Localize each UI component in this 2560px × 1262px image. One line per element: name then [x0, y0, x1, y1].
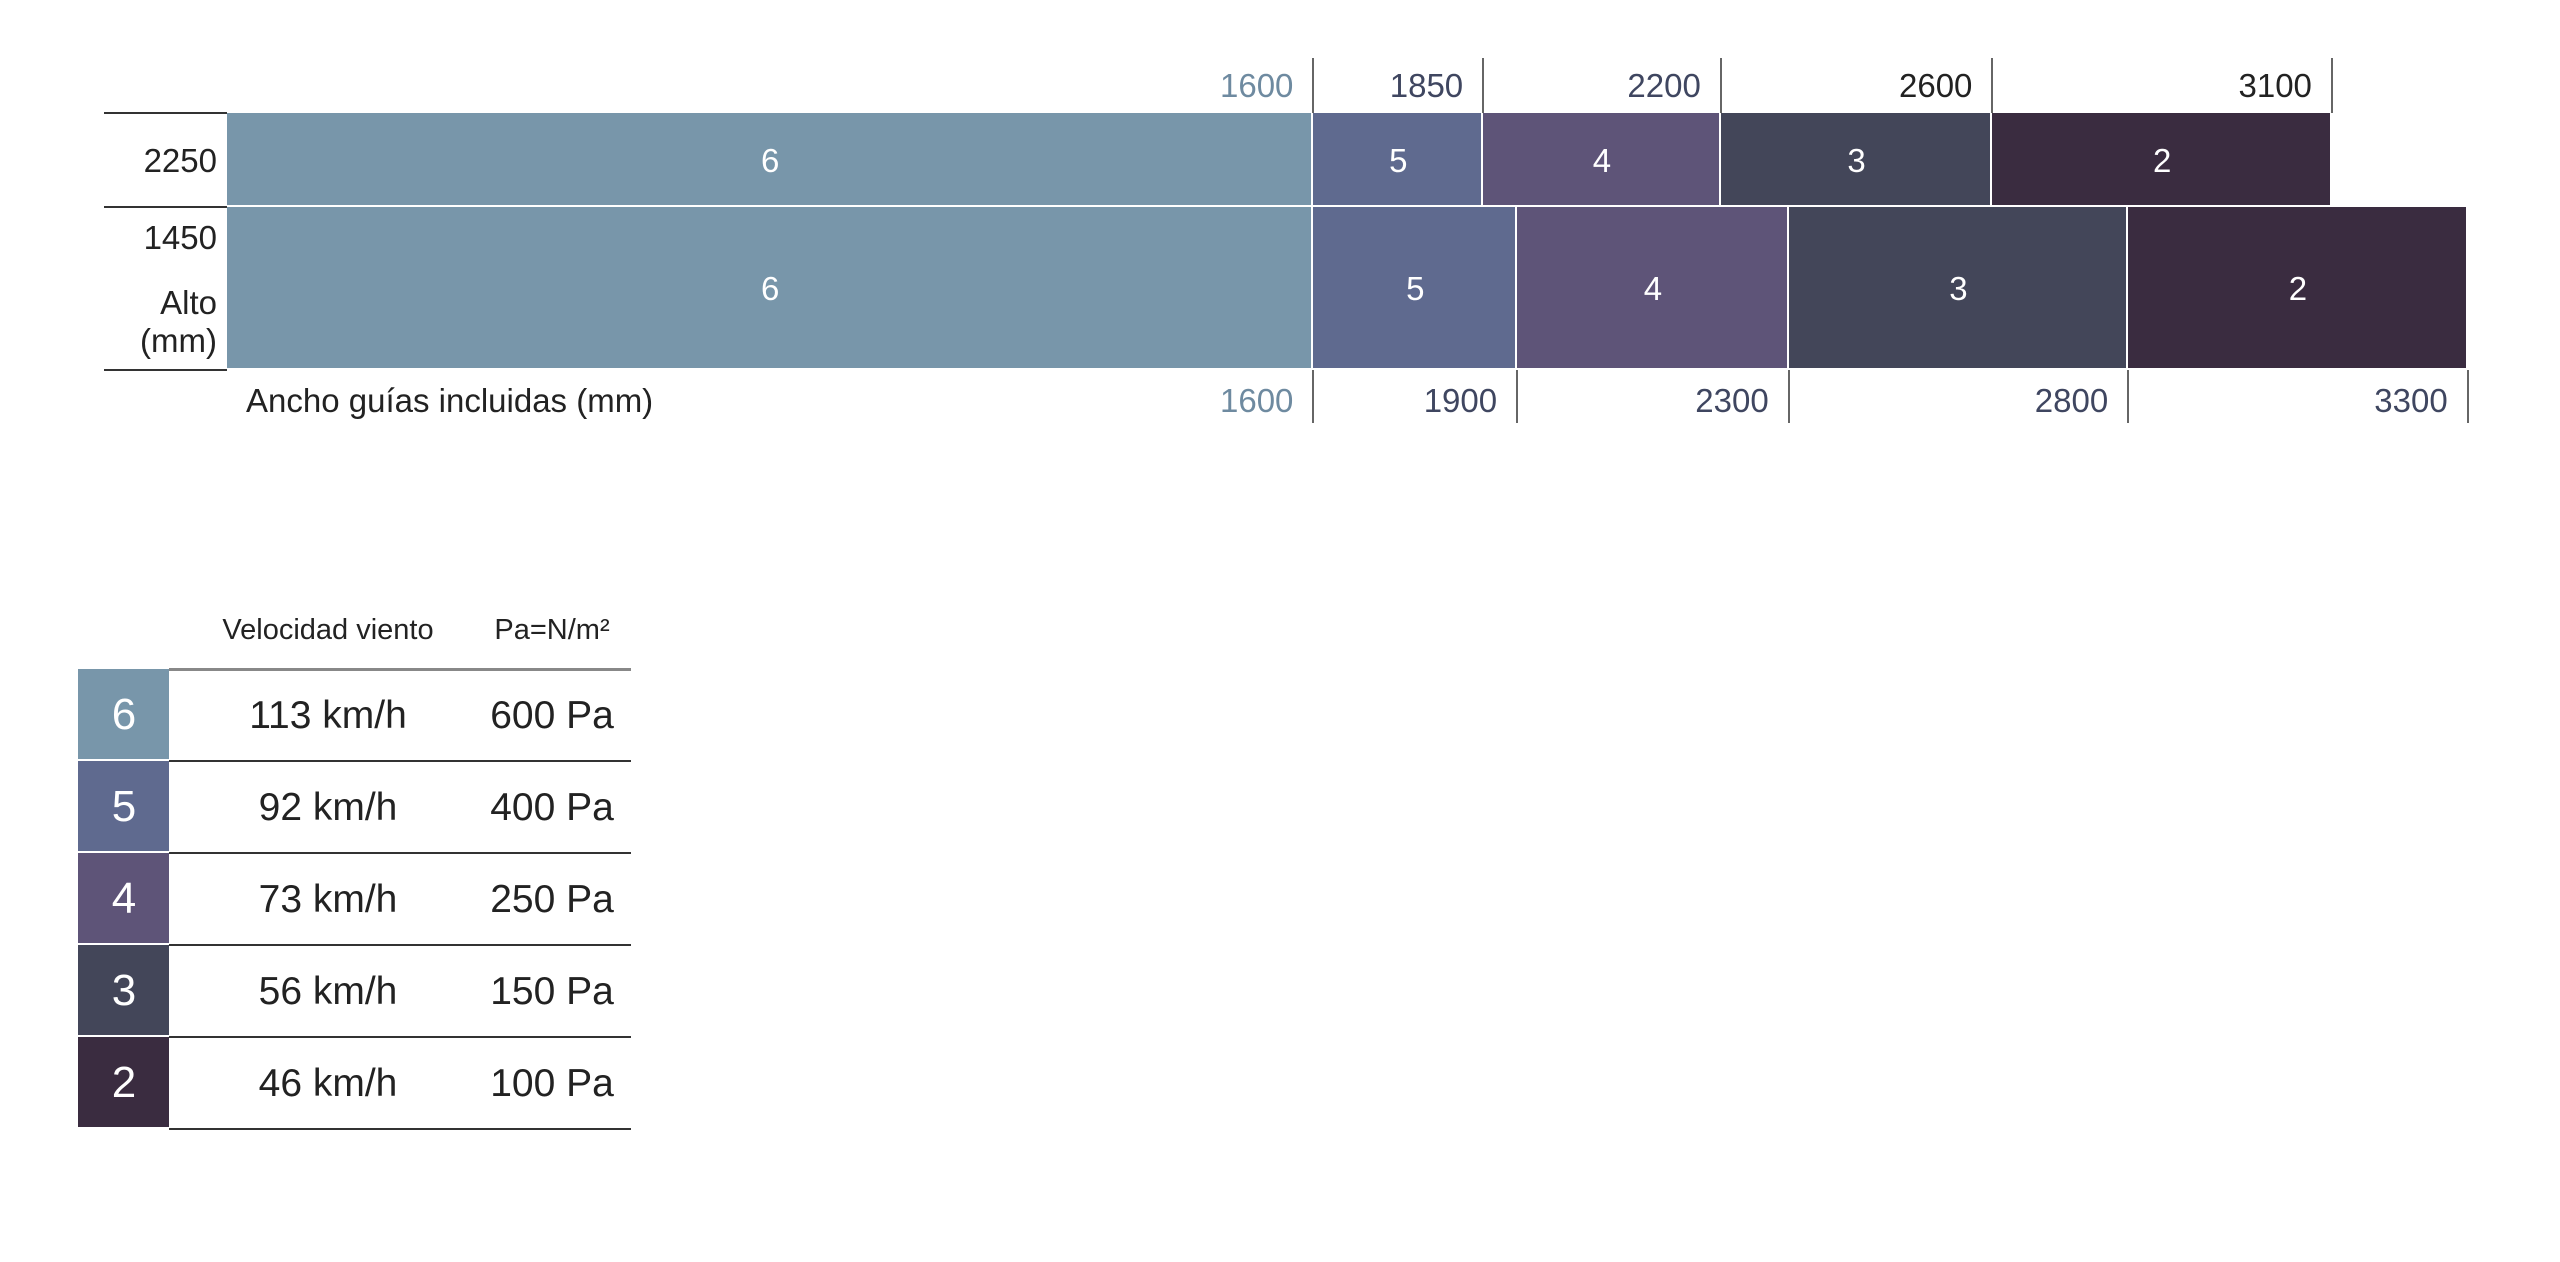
class-segment — [1483, 113, 1721, 207]
width-tick — [1719, 58, 1722, 113]
height-unit: (mm) — [140, 321, 217, 359]
class-segment — [1788, 207, 2129, 370]
class-label: 5 — [1389, 141, 1408, 179]
width-label: 2800 — [2034, 381, 2109, 419]
legend-header: Velocidad viento — [222, 613, 434, 646]
pressure: 600 Pa — [490, 693, 614, 737]
width-tick — [1991, 58, 1994, 113]
table-rule — [169, 667, 631, 671]
width-tick — [2127, 370, 2130, 423]
width-tick — [2330, 58, 2333, 113]
class-label: 3 — [1847, 141, 1866, 179]
class-number: 5 — [111, 782, 137, 831]
class-swatch — [78, 761, 169, 853]
table-rule — [169, 1036, 631, 1038]
width-label: 1850 — [1389, 66, 1464, 104]
class-label: 2 — [2288, 270, 2308, 307]
table-rule — [169, 852, 631, 854]
pressure: 400 Pa — [490, 785, 614, 829]
class-label: 3 — [1949, 270, 1968, 307]
width-label: 1600 — [1219, 66, 1294, 104]
height-unit: Alto — [160, 283, 217, 321]
class-segment — [1720, 113, 1993, 207]
class-number: 2 — [111, 1058, 137, 1107]
height-label: 2250 — [143, 141, 217, 179]
class-segment — [1313, 113, 1484, 207]
class-segment — [227, 207, 1314, 370]
width-label: 2600 — [1898, 66, 1973, 104]
width-tick — [1516, 370, 1519, 423]
class-number: 4 — [111, 874, 137, 923]
width-label: 3100 — [2238, 66, 2312, 104]
class-swatch — [78, 1037, 169, 1129]
class-label: 5 — [1406, 270, 1425, 307]
wind-speed: 113 km/h — [249, 693, 407, 737]
width-label: 2200 — [1627, 66, 1701, 104]
table-rule — [169, 760, 631, 762]
class-segment — [1517, 207, 1789, 370]
class-segment — [1313, 207, 1518, 370]
width-tick — [1482, 58, 1485, 113]
width-label: 3300 — [2374, 381, 2448, 419]
width-label: 1900 — [1423, 381, 1498, 419]
height-label: 1450 — [143, 218, 217, 256]
pressure: 250 Pa — [490, 877, 614, 921]
class-number: 6 — [111, 690, 137, 739]
row-line — [104, 206, 227, 208]
row-line — [104, 369, 227, 371]
class-label: 4 — [1592, 141, 1612, 179]
wind-speed: 92 km/h — [258, 785, 398, 829]
row-line — [104, 112, 227, 114]
class-segment — [1992, 113, 2332, 207]
wind-speed: 56 km/h — [258, 969, 398, 1013]
pressure: 150 Pa — [490, 969, 614, 1013]
pressure: 100 Pa — [490, 1061, 614, 1105]
table-rule — [169, 1128, 631, 1130]
width-tick — [1312, 58, 1315, 113]
width-tick — [2466, 370, 2469, 423]
legend-header: Pa=N/m² — [494, 613, 610, 646]
width-label: 2300 — [1695, 381, 1769, 419]
width-tick — [1787, 370, 1790, 423]
wind-speed: 73 km/h — [258, 877, 398, 921]
wind-speed: 46 km/h — [258, 1061, 398, 1105]
class-label: 6 — [761, 270, 780, 307]
class-label: 2 — [2152, 141, 2172, 179]
class-number: 3 — [111, 966, 137, 1015]
width-tick — [1312, 370, 1315, 423]
class-label: 4 — [1643, 270, 1663, 307]
class-swatch — [78, 945, 169, 1037]
width-label: 1600 — [1219, 381, 1294, 419]
class-swatch — [78, 853, 169, 945]
class-swatch — [78, 669, 169, 761]
class-segment — [227, 113, 1314, 207]
width-axis-label: Ancho guías incluidas (mm) — [246, 381, 654, 419]
table-rule — [169, 944, 631, 946]
class-segment — [2128, 207, 2468, 370]
class-label: 6 — [761, 141, 780, 179]
